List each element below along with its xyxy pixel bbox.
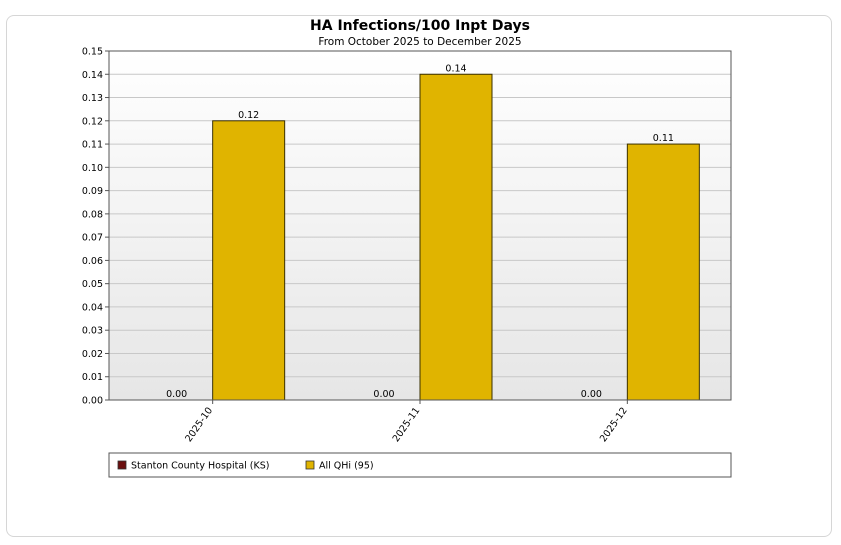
y-tick-label: 0.15 (82, 47, 103, 58)
y-tick-label: 0.10 (82, 163, 103, 174)
y-tick-label: 0.03 (82, 326, 103, 337)
legend-swatch (117, 460, 127, 470)
plot-border (108, 50, 732, 401)
y-tick-label: 0.12 (82, 116, 103, 127)
data-label: 0.11 (653, 133, 674, 144)
y-tick-label: 0.04 (82, 302, 103, 313)
y-tick-label: 0.14 (82, 70, 103, 81)
data-label: 0.00 (373, 389, 394, 400)
y-tick-label: 0.02 (82, 349, 103, 360)
legend: Stanton County Hospital (KS) All QHi (95) (108, 452, 732, 478)
x-axis: 2025-10 2025-11 2025-12 (183, 400, 630, 444)
y-axis: 0.00 0.01 0.02 0.03 0.04 0.05 0.06 0.07 0.08 0.09… (82, 47, 109, 407)
bar-all-qhi-2025-12 (626, 143, 700, 401)
y-tick-label: 0.00 (82, 396, 103, 407)
bar-all-qhi-2025-11 (419, 73, 493, 401)
y-tick-label: 0.13 (82, 93, 103, 104)
y-tick-label: 0.11 (82, 140, 103, 151)
x-tick-label: 2025-10 (183, 405, 215, 444)
x-tick-label: 2025-11 (391, 405, 423, 444)
y-tick-label: 0.08 (82, 209, 103, 220)
data-label: 0.12 (238, 110, 259, 121)
data-label: 0.14 (445, 63, 466, 74)
y-tick-label: 0.05 (82, 279, 103, 290)
legend-label: Stanton County Hospital (KS) (131, 461, 269, 472)
chart-title: HA Infections/100 Inpt Days (310, 18, 530, 34)
bar-all-qhi-2025-10 (212, 120, 286, 401)
legend-box (108, 452, 732, 478)
data-label: 0.00 (166, 389, 187, 400)
y-tick-label: 0.07 (82, 233, 103, 244)
y-tick-label: 0.01 (82, 372, 103, 383)
x-tick-label: 2025-12 (598, 405, 630, 444)
y-tick-label: 0.09 (82, 186, 103, 197)
y-tick-label: 0.06 (82, 256, 103, 267)
chart-subtitle: From October 2025 to December 2025 (318, 36, 521, 48)
bars: 0.00 0.12 0.00 0.14 0.00 0.11 (166, 63, 700, 401)
data-label: 0.00 (581, 389, 602, 400)
legend-label: All QHi (95) (319, 461, 374, 472)
legend-swatch (305, 460, 315, 470)
